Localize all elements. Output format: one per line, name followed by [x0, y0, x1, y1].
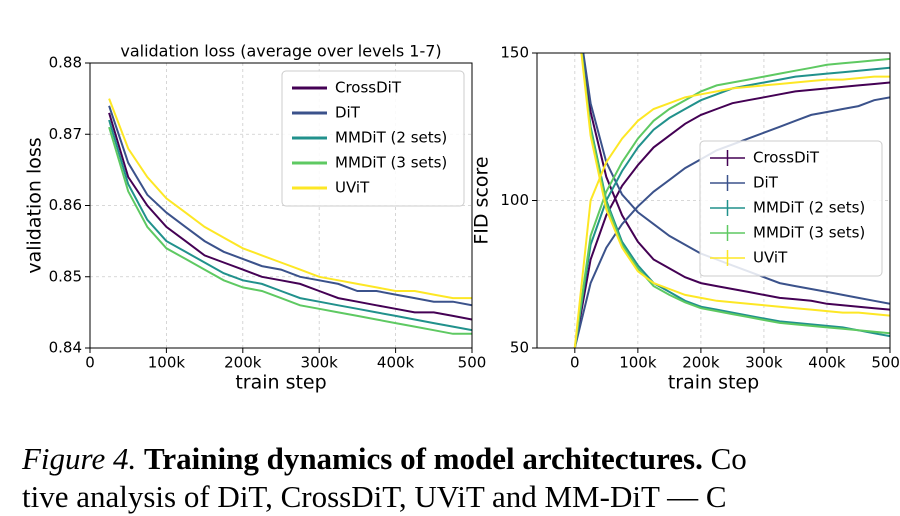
y-tick-label: 100 [500, 191, 529, 209]
caption-text: tive analysis of DiT, CrossDiT, UViT and… [22, 479, 727, 514]
legend-label: UViT [335, 179, 370, 197]
legend-label: CrossDiT [335, 79, 402, 97]
x-tick-label: 500k [871, 354, 900, 372]
caption-line: Figure 4. Training dynamics of model arc… [22, 440, 900, 478]
x-tick-label: 200k [682, 354, 720, 372]
x-axis-label: train step [235, 372, 326, 394]
legend: CrossDiT DiT MMDiT (2 sets) MMDiT (3 sets) U… [700, 141, 882, 276]
x-axis-label: train step [668, 372, 759, 394]
legend: CrossDiT DiT MMDiT (2 sets) MMDiT (3 sets) U… [282, 71, 464, 206]
x-tick-label: 300k [301, 354, 339, 372]
caption-text: Co [711, 441, 747, 476]
y-tick-label: 150 [500, 44, 529, 62]
chart: 0 100k 200k 300k 400k 500 0.84 0.85 0.86 0.87 0.88… [24, 42, 487, 394]
x-tick-label: 500 [458, 354, 487, 372]
x-tick-label: 0 [570, 354, 580, 372]
chart-title: validation loss (average over levels 1-7… [120, 42, 441, 61]
legend-label: CrossDiT [753, 149, 820, 167]
chart: 0 100k 200k 300k 400k 500k 50 100 150 train step F… [471, 0, 900, 394]
y-tick-label: 0.86 [49, 196, 82, 214]
x-tick-label: 400k [808, 354, 846, 372]
caption-title: Training dynamics of model architectures… [144, 441, 703, 476]
x-tick-label: 100k [619, 354, 657, 372]
x-tick-label: 0 [85, 354, 95, 372]
y-tick-label: 0.88 [49, 54, 82, 72]
legend-label: MMDiT (2 sets) [335, 129, 447, 147]
x-tick-label: 300k [745, 354, 783, 372]
legend-label: DiT [753, 174, 779, 192]
legend-label: DiT [335, 104, 361, 122]
x-tick-label: 400k [377, 354, 415, 372]
legend-label: MMDiT (3 sets) [753, 224, 865, 242]
caption: Figure 4. Training dynamics of model arc… [22, 440, 900, 516]
y-axis-label: FID score [471, 156, 493, 244]
caption-label: Figure 4. [22, 441, 136, 476]
legend-label: UViT [753, 249, 788, 267]
legend-label: MMDiT (3 sets) [335, 154, 447, 172]
y-tick-label: 0.84 [49, 339, 82, 357]
x-tick-label: 100k [148, 354, 186, 372]
caption-line: tive analysis of DiT, CrossDiT, UViT and… [22, 478, 900, 516]
y-tick-label: 50 [510, 339, 529, 357]
y-axis-label: validation loss [24, 137, 46, 273]
legend-label: MMDiT (2 sets) [753, 199, 865, 217]
y-tick-label: 0.87 [49, 125, 82, 143]
y-tick-label: 0.85 [49, 267, 82, 285]
x-tick-label: 200k [224, 354, 262, 372]
